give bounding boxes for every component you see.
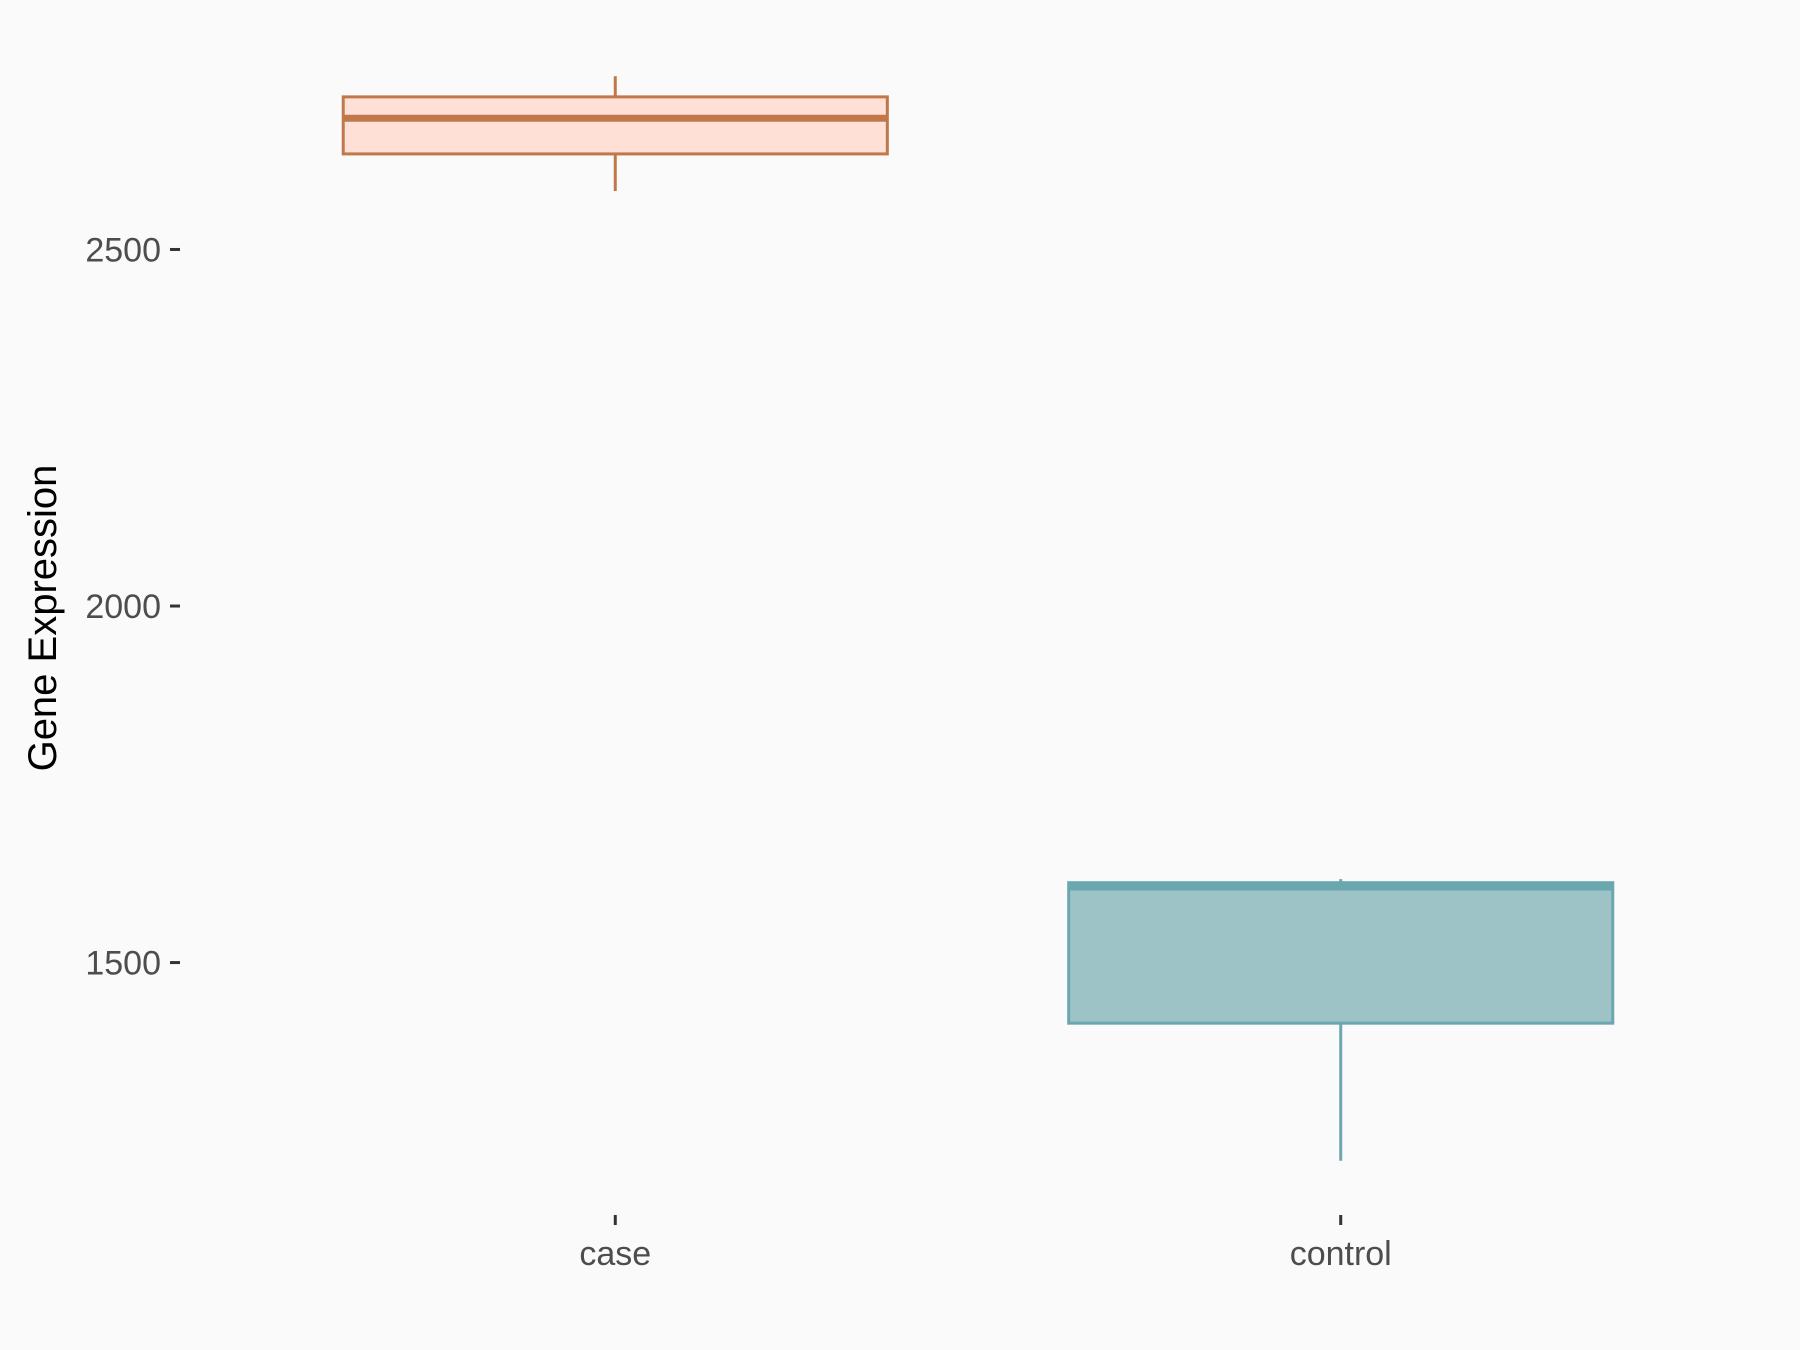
y-axis: 1500 2000 2500 (85, 231, 180, 983)
x-tick-label: case (579, 1235, 651, 1273)
y-tick-label: 2500 (85, 231, 161, 269)
box-control (1067, 879, 1615, 1161)
y-tick-label: 2000 (85, 588, 161, 626)
box-case (341, 76, 889, 192)
box-iqr (1067, 881, 1615, 1025)
x-tick-label: control (1290, 1235, 1392, 1273)
plot-panel (341, 76, 1615, 1161)
box-iqr (341, 95, 889, 156)
y-axis-title: Gene Expression (21, 465, 65, 772)
x-axis: case control (579, 1215, 1392, 1273)
y-tick-label: 1500 (85, 945, 161, 983)
